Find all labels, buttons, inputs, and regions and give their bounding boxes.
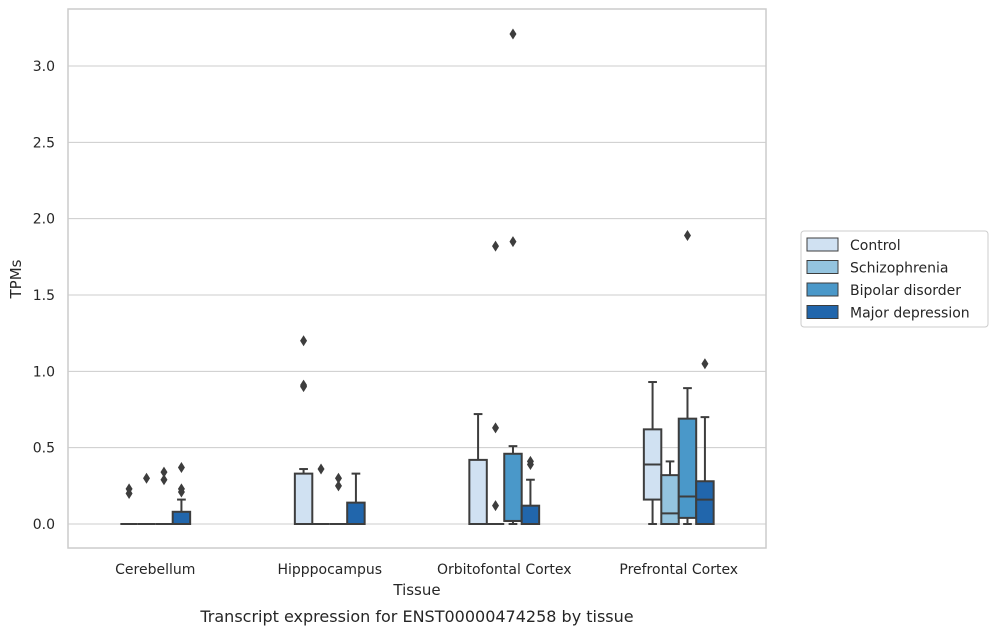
legend-frame	[800, 230, 989, 328]
outlier-point	[125, 483, 133, 495]
y-tick-label: 1.5	[33, 288, 55, 304]
legend-label: Control	[850, 238, 901, 254]
box-body	[660, 474, 680, 525]
outlier-point	[683, 229, 691, 241]
legend-label: Major depression	[850, 306, 970, 322]
box-2-2	[503, 28, 523, 525]
legend-swatch	[806, 237, 839, 252]
legend-label: Bipolar disorder	[850, 283, 961, 299]
outlier-point	[492, 422, 500, 434]
outlier-point	[317, 463, 325, 475]
outlier-point	[177, 483, 185, 495]
box-2-1	[486, 240, 505, 525]
outlier-point	[492, 500, 500, 512]
outlier-point	[334, 472, 342, 484]
legend-swatch	[806, 260, 839, 274]
legend: Control Schizophrenia Bipolar disorder Majo…	[800, 230, 989, 328]
box-body	[520, 504, 541, 525]
box-1-1	[312, 463, 330, 525]
box-0-1	[137, 472, 156, 525]
box-0-2	[155, 466, 173, 525]
x-tick-label: Prefrontal Cortex	[619, 562, 738, 578]
x-axis-label: Tissue	[392, 581, 440, 599]
outlier-point	[701, 358, 709, 370]
outlier-point	[160, 474, 168, 486]
x-tick-label: Cerebellum	[115, 562, 195, 578]
box-1-2	[329, 472, 348, 525]
x-tick-label: Hipppocampus	[277, 562, 382, 578]
outlier-point	[300, 379, 308, 391]
box-1-3	[346, 472, 366, 526]
box-body	[503, 452, 523, 522]
box-body	[695, 480, 715, 525]
box-3-0	[642, 381, 663, 525]
outlier-point	[143, 472, 151, 484]
box-0-3	[171, 462, 192, 525]
y-tick-label: 0.0	[33, 517, 55, 533]
y-tick-label: 2.0	[33, 212, 55, 228]
outlier-point	[509, 28, 517, 40]
box-body	[171, 510, 192, 525]
box-3-1	[660, 460, 680, 525]
outlier-point	[177, 462, 185, 474]
legend-swatch	[806, 282, 839, 297]
box-body	[293, 472, 314, 525]
y-tick-label: 3.0	[33, 59, 55, 75]
y-tick-label: 2.5	[33, 135, 55, 151]
box-body	[346, 501, 366, 526]
box-0-0	[120, 483, 138, 525]
outlier-point	[160, 466, 168, 478]
box-plot-boxes	[120, 28, 715, 526]
outlier-point	[300, 335, 308, 347]
box-body	[677, 417, 698, 519]
y-axis-label: TPMs	[7, 259, 25, 299]
box-3-2	[677, 229, 698, 525]
y-tick-label: 1.0	[33, 364, 55, 380]
box-1-0	[293, 335, 314, 525]
legend-label: Schizophrenia	[850, 261, 948, 277]
outlier-point	[526, 455, 534, 467]
box-body	[468, 458, 488, 526]
y-tick-label: 0.5	[33, 441, 55, 457]
y-tick-labels: 0.0 0.5 1.0 1.5 2.0 2.5 3.0	[33, 59, 55, 533]
box-3-3	[695, 358, 715, 525]
box-2-0	[468, 413, 488, 526]
legend-swatch	[806, 305, 839, 319]
box-2-3	[520, 455, 541, 525]
grid-lines	[68, 65, 766, 525]
outlier-point	[509, 236, 517, 248]
x-tick-label: Orbitofontal Cortex	[437, 562, 572, 578]
x-tick-labels: Cerebellum Hipppocampus Orbitofontal Corte…	[115, 562, 738, 578]
plot-frame	[67, 8, 767, 549]
outlier-point	[334, 480, 342, 492]
chart-caption: Transcript expression for ENST0000047425…	[199, 607, 633, 626]
outlier-point	[492, 240, 500, 252]
